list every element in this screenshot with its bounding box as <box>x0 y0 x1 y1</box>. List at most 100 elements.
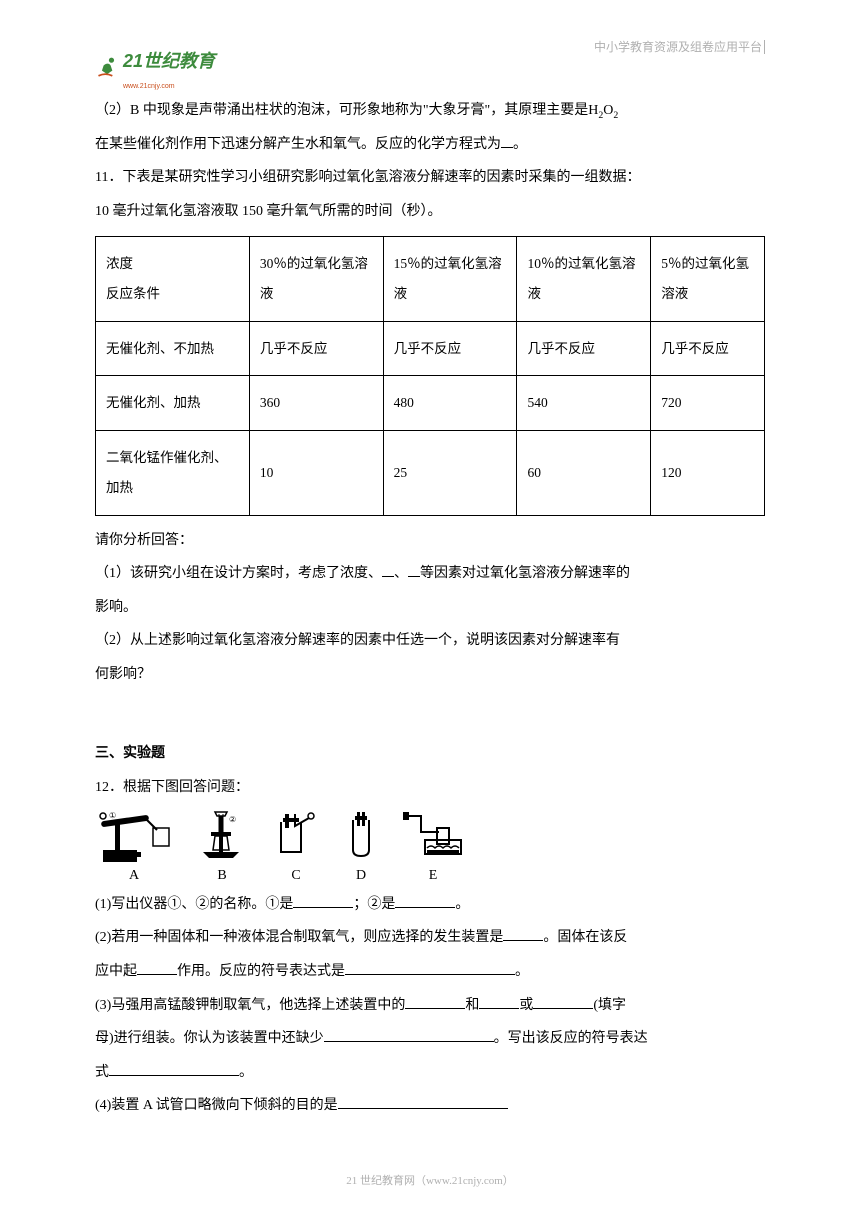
text: 。 <box>515 964 529 979</box>
table-cell: 几乎不反应 <box>249 321 383 376</box>
text: 等因素对过氧化氢溶液分解速率的 <box>420 566 630 581</box>
text: (3)马强用高锰酸钾制取氧气，他选择上述装置中的 <box>95 998 405 1013</box>
sub-question-1: （1）该研究小组在设计方案时，考虑了浓度、、等因素对过氧化氢溶液分解速率的 <box>95 557 765 591</box>
spacer <box>95 691 765 725</box>
logo-area: 21世纪教育 www.21cnjy.com <box>95 40 215 96</box>
sub-question-1: (1)写出仪器①、②的名称。①是；②是。 <box>95 888 765 922</box>
table-cell: 120 <box>651 431 765 515</box>
text: (1)写出仪器①、②的名称。①是 <box>95 897 293 912</box>
table-cell: 60 <box>517 431 651 515</box>
page-footer: 21 世纪教育网（www.21cnjy.com） <box>0 1168 860 1194</box>
logo-text-block: 21世纪教育 www.21cnjy.com <box>123 40 215 96</box>
text: (填字 <box>593 998 626 1013</box>
sub-question-2: （2）从上述影响过氧化氢溶液分解速率的因素中任选一个，说明该因素对分解速率有 <box>95 624 765 658</box>
text: (4)装置 A 试管口略微向下倾斜的目的是 <box>95 1098 338 1113</box>
blank <box>501 134 513 148</box>
sub-question-3-line3: 式。 <box>95 1056 765 1090</box>
text: 应中起 <box>95 964 137 979</box>
text: 或 <box>519 998 533 1013</box>
table-row: 二氧化锰作催化剂、加热 10 25 60 120 <box>96 431 765 515</box>
sub-question-2-line1: (2)若用一种固体和一种液体混合制取氧气，则应选择的发生装置是 。固体在该反 <box>95 921 765 955</box>
sub-question-2-end: 何影响？ <box>95 658 765 692</box>
blank <box>479 995 519 1009</box>
table-row: 无催化剂、加热 360 480 540 720 <box>96 376 765 431</box>
sub-question-3-line2: 母)进行组装。你认为该装置中还缺少 。写出该反应的符号表达 <box>95 1022 765 1056</box>
header-platform-text: 中小学教育资源及组卷应用平台 <box>594 40 765 54</box>
text: (2)若用一种固体和一种液体混合制取氧气，则应选择的发生装置是 <box>95 930 503 945</box>
blank <box>324 1028 494 1042</box>
table-cell: 25 <box>383 431 517 515</box>
table-row: 无催化剂、不加热 几乎不反应 几乎不反应 几乎不反应 几乎不反应 <box>96 321 765 376</box>
experiment-data-table: 浓度反应条件 30％的过氧化氢溶液 15％的过氧化氢溶液 10％的过氧化氢溶液 … <box>95 236 765 515</box>
logo-title: 21世纪教育 <box>123 40 215 83</box>
blank <box>338 1095 508 1109</box>
sub-question-3-line1: (3)马强用高锰酸钾制取氧气，他选择上述装置中的 和 或 (填字 <box>95 989 765 1023</box>
svg-text:①: ① <box>109 811 116 820</box>
table-cell: 720 <box>651 376 765 431</box>
text: 。 <box>239 1065 253 1080</box>
apparatus-label: D <box>356 866 366 886</box>
apparatus-b: ② B <box>193 808 251 886</box>
text: ；②是 <box>353 897 395 912</box>
question-intro: 请你分析回答： <box>95 524 765 558</box>
table-cell: 30％的过氧化氢溶液 <box>249 237 383 321</box>
text: 、 <box>394 566 408 581</box>
apparatus-d: D <box>341 808 381 886</box>
question-12: 12．根据下图回答问题： <box>95 771 765 805</box>
apparatus-e-icon <box>401 808 465 864</box>
table-cell: 10％的过氧化氢溶液 <box>517 237 651 321</box>
apparatus-label: E <box>429 866 438 886</box>
page-header: 21世纪教育 www.21cnjy.com 中小学教育资源及组卷应用平台 <box>95 40 765 76</box>
table-cell: 无催化剂、不加热 <box>96 321 250 376</box>
text: 母)进行组装。你认为该装置中还缺少 <box>95 1031 324 1046</box>
text: 作用。反应的符号表达式是 <box>177 964 345 979</box>
apparatus-a: ① A <box>95 808 173 886</box>
text: 式 <box>95 1065 109 1080</box>
apparatus-a-icon: ① <box>95 808 173 864</box>
table-cell: 几乎不反应 <box>517 321 651 376</box>
sub-question-4: (4)装置 A 试管口略微向下倾斜的目的是 <box>95 1089 765 1123</box>
text: 在某些催化剂作用下迅速分解产生水和氧气。反应的化学方程式为 <box>95 137 501 152</box>
document-body: （2）B 中现象是声带涌出柱状的泡沫，可形象地称为"大象牙膏"，其原理主要是H2… <box>95 94 765 1123</box>
section-3-title: 三、实验题 <box>95 737 765 771</box>
blank <box>345 961 515 975</box>
paragraph-q11-intro2: 10 毫升过氧化氢溶液取 150 毫升氧气所需的时间（秒）。 <box>95 195 765 229</box>
table-cell: 10 <box>249 431 383 515</box>
svg-text:②: ② <box>229 815 236 824</box>
table-cell: 二氧化锰作催化剂、加热 <box>96 431 250 515</box>
table-cell: 浓度反应条件 <box>96 237 250 321</box>
blank <box>137 961 177 975</box>
apparatus-label: A <box>129 866 139 886</box>
blank <box>503 927 543 941</box>
blank <box>408 563 420 577</box>
table-cell: 几乎不反应 <box>383 321 517 376</box>
table-cell: 无催化剂、加热 <box>96 376 250 431</box>
text: 。固体在该反 <box>543 930 627 945</box>
apparatus-diagram-row: ① A ② B C <box>95 808 765 886</box>
paragraph-q2-line2: 在某些催化剂作用下迅速分解产生水和氧气。反应的化学方程式为。 <box>95 128 765 162</box>
paragraph-q11-intro: 11．下表是某研究性学习小组研究影响过氧化氢溶液分解速率的因素时采集的一组数据： <box>95 161 765 195</box>
paragraph-q2-line1: （2）B 中现象是声带涌出柱状的泡沫，可形象地称为"大象牙膏"，其原理主要是H2… <box>95 94 765 128</box>
blank <box>533 995 593 1009</box>
table-cell: 5％的过氧化氢溶液 <box>651 237 765 321</box>
table-row: 浓度反应条件 30％的过氧化氢溶液 15％的过氧化氢溶液 10％的过氧化氢溶液 … <box>96 237 765 321</box>
blank <box>293 894 353 908</box>
sub-question-1-end: 影响。 <box>95 591 765 625</box>
chemical-formula: H2O2 <box>588 103 618 118</box>
apparatus-c-icon <box>271 808 321 864</box>
table-cell: 480 <box>383 376 517 431</box>
text: 。写出该反应的符号表达 <box>494 1031 648 1046</box>
apparatus-d-icon <box>341 808 381 864</box>
table-cell: 540 <box>517 376 651 431</box>
apparatus-b-icon: ② <box>193 808 251 864</box>
text: （2）B 中现象是声带涌出柱状的泡沫，可形象地称为"大象牙膏"，其原理主要是 <box>95 103 588 118</box>
blank <box>382 563 394 577</box>
table-cell: 几乎不反应 <box>651 321 765 376</box>
blank <box>405 995 465 1009</box>
table-cell: 15％的过氧化氢溶液 <box>383 237 517 321</box>
text: （1）该研究小组在设计方案时，考虑了浓度、 <box>95 566 382 581</box>
apparatus-label: C <box>291 866 300 886</box>
sub-question-2-line2: 应中起 作用。反应的符号表达式是 。 <box>95 955 765 989</box>
text: 和 <box>465 998 479 1013</box>
apparatus-e: E <box>401 808 465 886</box>
